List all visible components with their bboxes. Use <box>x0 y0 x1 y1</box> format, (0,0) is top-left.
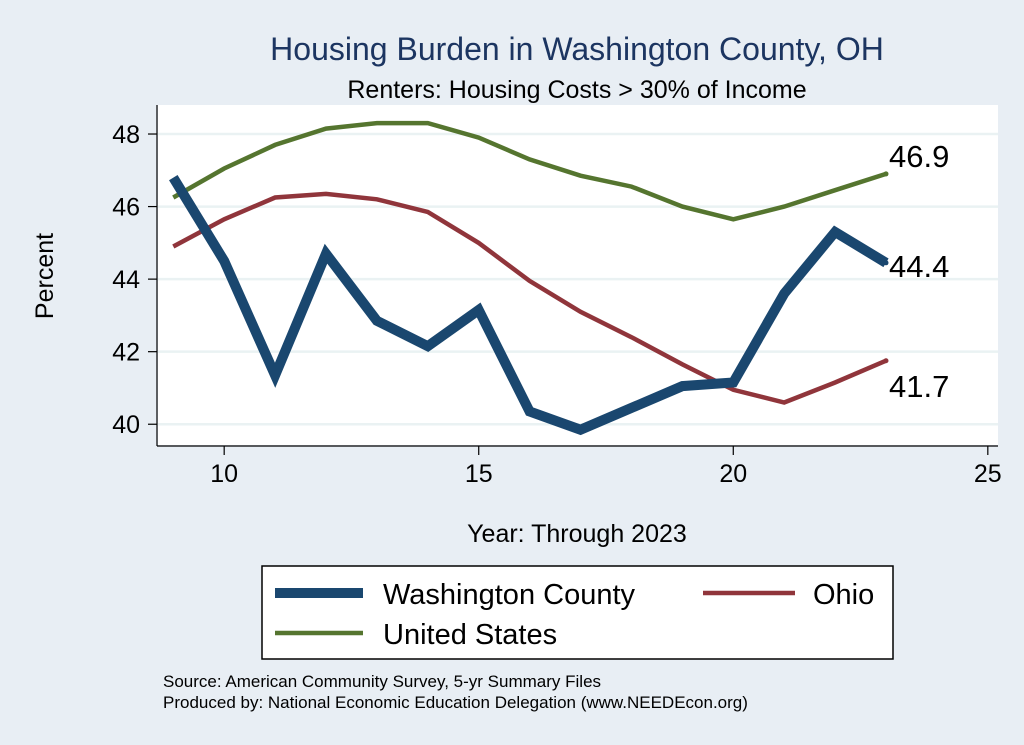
y-tick-label: 40 <box>112 411 140 439</box>
y-tick-label: 44 <box>112 266 140 294</box>
x-axis-ticks: 10 15 20 25 <box>210 446 1002 488</box>
end-label-ohio: 41.7 <box>889 369 949 404</box>
chart-subtitle: Renters: Housing Costs > 30% of Income <box>347 76 806 104</box>
end-labels: 44.4 41.7 46.9 <box>889 139 949 404</box>
end-label-united-states: 46.9 <box>889 139 949 174</box>
series-line-ohio <box>172 191 887 405</box>
x-tick-label: 15 <box>465 460 493 488</box>
gridlines <box>158 132 998 426</box>
x-axis-title: Year: Through 2023 <box>467 520 687 548</box>
legend-label-washington-county: Washington County <box>383 579 636 611</box>
y-axis-title: Percent <box>31 233 59 319</box>
end-label-washington-county: 44.4 <box>889 249 949 284</box>
y-axis-ticks: 40 42 44 46 48 <box>112 121 157 439</box>
source-note: Source: American Community Survey, 5-yr … <box>163 672 601 691</box>
legend-label-united-states: United States <box>383 619 557 651</box>
y-tick-label: 46 <box>112 194 140 222</box>
legend-label-ohio: Ohio <box>813 579 874 611</box>
x-tick-label: 25 <box>974 460 1002 488</box>
series-layer <box>169 120 889 436</box>
producer-note: Produced by: National Economic Education… <box>163 693 748 712</box>
series-line-united-states <box>172 120 887 222</box>
y-tick-label: 48 <box>112 121 140 149</box>
chart-title: Housing Burden in Washington County, OH <box>270 31 884 67</box>
y-tick-label: 42 <box>112 339 140 367</box>
legend-box <box>261 565 894 660</box>
x-tick-label: 20 <box>719 460 747 488</box>
legend: Washington County Ohio United States <box>261 565 894 660</box>
series-line-washington-county <box>169 174 889 436</box>
end-point-united-states <box>883 171 889 177</box>
plot-area <box>158 105 998 445</box>
x-tick-label: 10 <box>210 460 238 488</box>
end-point-ohio <box>883 358 889 364</box>
end-point-washington-county <box>883 260 889 266</box>
